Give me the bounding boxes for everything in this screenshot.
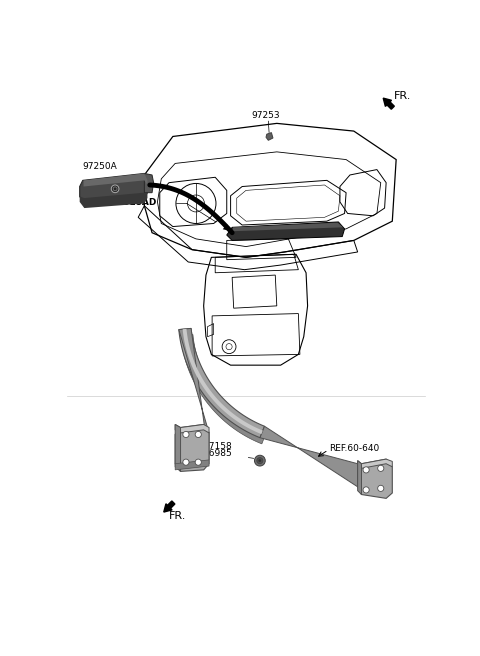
Polygon shape xyxy=(168,501,175,508)
Polygon shape xyxy=(260,426,358,487)
Text: 97158: 97158 xyxy=(204,442,232,451)
Polygon shape xyxy=(80,173,147,203)
Polygon shape xyxy=(358,459,392,499)
Text: 97253: 97253 xyxy=(251,112,279,120)
Circle shape xyxy=(259,459,261,462)
Circle shape xyxy=(183,459,189,465)
Circle shape xyxy=(257,458,263,464)
Circle shape xyxy=(363,487,369,493)
Polygon shape xyxy=(358,459,392,468)
Circle shape xyxy=(195,432,201,438)
Circle shape xyxy=(378,485,384,491)
Polygon shape xyxy=(233,222,343,231)
Text: FR.: FR. xyxy=(169,511,186,521)
Polygon shape xyxy=(183,329,263,434)
Circle shape xyxy=(183,432,189,438)
Text: REF.60-640: REF.60-640 xyxy=(329,444,379,453)
Polygon shape xyxy=(227,222,345,240)
Polygon shape xyxy=(179,329,264,438)
Text: 96985: 96985 xyxy=(204,449,232,459)
Text: 97250A: 97250A xyxy=(83,162,118,171)
Text: FR.: FR. xyxy=(394,91,411,100)
Polygon shape xyxy=(266,133,273,140)
Polygon shape xyxy=(179,329,209,460)
Polygon shape xyxy=(144,173,154,193)
Polygon shape xyxy=(164,504,172,512)
Circle shape xyxy=(195,459,201,465)
Circle shape xyxy=(111,185,119,193)
Polygon shape xyxy=(180,335,266,444)
Circle shape xyxy=(363,467,369,473)
Polygon shape xyxy=(387,102,395,110)
Polygon shape xyxy=(383,98,392,106)
Polygon shape xyxy=(84,173,147,186)
Polygon shape xyxy=(175,424,209,433)
Polygon shape xyxy=(175,460,209,470)
Polygon shape xyxy=(358,461,361,495)
Circle shape xyxy=(254,455,265,466)
Text: 1018AD: 1018AD xyxy=(117,198,156,207)
Polygon shape xyxy=(175,424,209,472)
Circle shape xyxy=(378,465,384,472)
Polygon shape xyxy=(175,424,180,472)
Polygon shape xyxy=(80,193,147,208)
